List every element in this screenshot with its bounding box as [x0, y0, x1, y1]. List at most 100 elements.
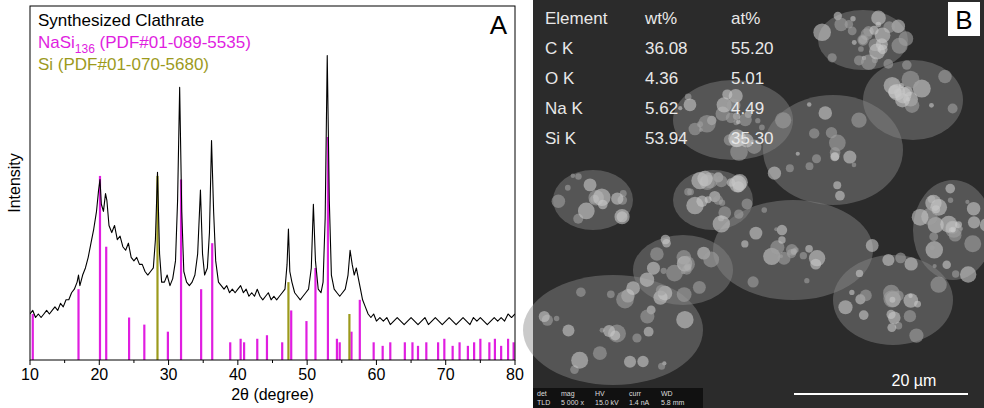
- info-value: 15.0 kV: [595, 399, 619, 406]
- reference-stick: [458, 342, 460, 360]
- particle-grain: [761, 207, 767, 213]
- particle-grain: [713, 215, 730, 232]
- particle-grain: [584, 178, 597, 191]
- particle-grain: [779, 254, 783, 258]
- info-header: mag: [561, 390, 575, 398]
- legend-entry: NaSi136 (PDF#01-089-5535): [38, 33, 251, 56]
- particle-grain: [611, 193, 623, 205]
- x-tick-label: 50: [298, 366, 316, 383]
- x-minor-tick: [203, 360, 204, 363]
- reference-stick: [105, 247, 107, 360]
- reference-stick: [467, 346, 469, 360]
- reference-stick: [99, 176, 101, 360]
- particle-grain: [909, 329, 923, 343]
- particle-grain: [552, 194, 566, 208]
- particle-grain: [662, 239, 670, 247]
- particle-grain: [637, 356, 648, 367]
- particle-grain: [607, 290, 615, 298]
- plot-data: [30, 56, 515, 360]
- particle-grain: [632, 333, 641, 342]
- sem-image: [533, 0, 984, 408]
- x-tick: [445, 360, 446, 365]
- reference-stick: [77, 289, 79, 360]
- table-cell: Na K: [545, 99, 583, 118]
- particle: [863, 60, 963, 140]
- particle-grain: [813, 23, 831, 41]
- particle-grain: [968, 216, 980, 228]
- reference-stick: [373, 342, 375, 360]
- particle-grain: [576, 287, 586, 297]
- particle-grain: [719, 199, 725, 205]
- table-cell: 55.20: [731, 39, 774, 58]
- x-tick-label: 30: [160, 366, 178, 383]
- particle-grain: [800, 252, 807, 259]
- x-minor-tick: [480, 360, 481, 363]
- particle-grain: [980, 218, 984, 232]
- particle-grain: [741, 240, 748, 247]
- info-value: 5.8 mm: [661, 399, 685, 406]
- x-tick: [168, 360, 169, 365]
- reference-stick: [382, 346, 384, 360]
- legend-entry: Si (PDF#01-070-5680): [38, 55, 209, 74]
- particle-grain: [932, 205, 940, 213]
- particle-grain: [914, 301, 921, 308]
- particle-grain: [938, 70, 951, 83]
- legend-subscript: 136: [75, 42, 95, 56]
- particle-grain: [809, 128, 819, 138]
- particle-grain: [539, 311, 550, 322]
- particle-grain: [676, 311, 693, 328]
- reference-stick: [443, 339, 445, 360]
- particle-grain: [786, 164, 794, 172]
- reference-stick: [305, 321, 307, 360]
- particle-grain: [870, 26, 879, 35]
- legend-formula: NaSi: [38, 33, 75, 52]
- particle-grain: [733, 181, 744, 192]
- reference-stick: [500, 346, 502, 360]
- particle-grain: [640, 310, 654, 324]
- panel-a: 10203040506070802θ (degree)IntensityASyn…: [6, 6, 524, 403]
- x-tick-label: 40: [229, 366, 247, 383]
- particle-grain: [755, 118, 760, 123]
- particle-grain: [876, 22, 882, 28]
- particle-grain: [698, 115, 716, 133]
- x-tick-label: 10: [21, 366, 39, 383]
- particle-grain: [593, 346, 607, 360]
- particle-grain: [778, 236, 785, 243]
- particle-grain: [948, 104, 958, 114]
- reference-stick: [143, 325, 145, 360]
- reference-stick: [417, 346, 419, 360]
- particle-grain: [882, 254, 894, 266]
- particle-grain: [578, 203, 595, 220]
- particle-grain: [843, 151, 856, 164]
- particle-grain: [658, 363, 665, 370]
- reference-stick: [336, 339, 338, 360]
- particle-grain: [593, 188, 610, 205]
- legend-entry: Synthesized Clathrate: [38, 11, 204, 30]
- particle-grain: [571, 352, 588, 369]
- reference-stick: [411, 342, 413, 360]
- reference-stick: [389, 342, 391, 360]
- particle-grain: [856, 270, 863, 277]
- particle-grain: [902, 71, 920, 89]
- reference-stick: [479, 339, 481, 360]
- reference-stick: [488, 342, 490, 360]
- info-value: 1.4 nA: [629, 399, 650, 406]
- info-header: WD: [661, 390, 673, 397]
- particle-grain: [805, 245, 813, 253]
- reference-stick: [290, 310, 292, 360]
- particle-grain: [838, 300, 852, 314]
- reference-stick: [513, 342, 515, 360]
- table-header: at%: [731, 9, 760, 28]
- particle-grain: [713, 197, 718, 202]
- table-cell: Si K: [545, 129, 577, 148]
- particle-grain: [617, 211, 628, 222]
- plot-frame: [30, 6, 515, 360]
- x-minor-tick: [64, 360, 65, 363]
- particle-grain: [886, 293, 895, 302]
- particle-grain: [849, 290, 854, 295]
- particle-grain: [940, 216, 957, 233]
- xrd-pattern: [30, 56, 515, 325]
- reference-stick: [256, 339, 258, 360]
- x-minor-tick: [133, 360, 134, 363]
- particle-grain: [644, 327, 654, 337]
